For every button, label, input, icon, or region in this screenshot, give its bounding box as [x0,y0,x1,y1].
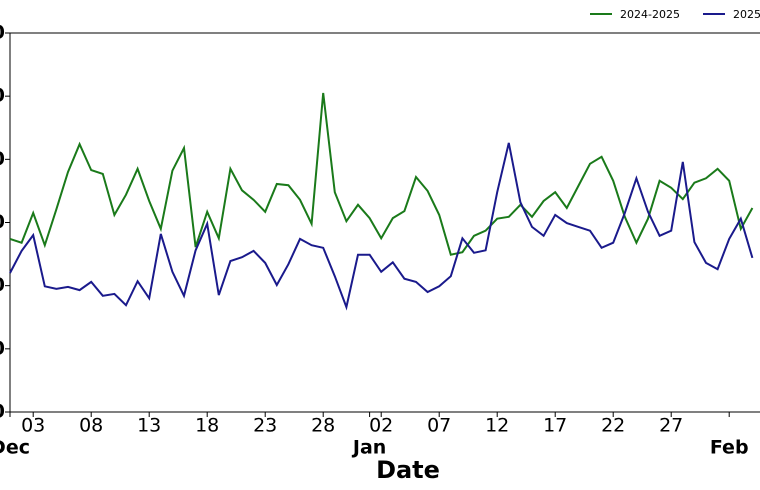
legend-label: 2024-2025 [620,8,680,21]
x-tick-label: 03 [21,415,45,437]
y-tick-label: 40 [0,148,5,170]
y-tick-label: 20 [0,274,5,296]
series-line [9,92,754,256]
x-tick-label: 02 [369,415,393,437]
legend-label: 2025-2026 [733,8,760,21]
y-tick-label: 60 [0,22,5,44]
y-tick-label: 0 [0,401,5,423]
y-tick-label: 10 [0,337,5,359]
month-label: Feb [710,437,749,459]
x-tick-label: 23 [253,415,277,437]
x-tick-label: 17 [543,415,567,437]
month-label: Jan [351,437,386,459]
y-tick-label: 30 [0,211,5,233]
x-tick-label: 13 [137,415,161,437]
x-tick-label: 22 [601,415,625,437]
x-tick-label: 08 [79,415,103,437]
x-tick-label: 12 [485,415,509,437]
x-tick-label: 18 [195,415,219,437]
x-tick-label: 28 [311,415,335,437]
y-tick-label: 50 [0,85,5,107]
series-line [9,142,754,311]
x-tick-label: 27 [659,415,683,437]
x-tick-label: 07 [427,415,451,437]
month-label: Dec [0,437,30,459]
x-axis-label: Date [376,456,440,484]
